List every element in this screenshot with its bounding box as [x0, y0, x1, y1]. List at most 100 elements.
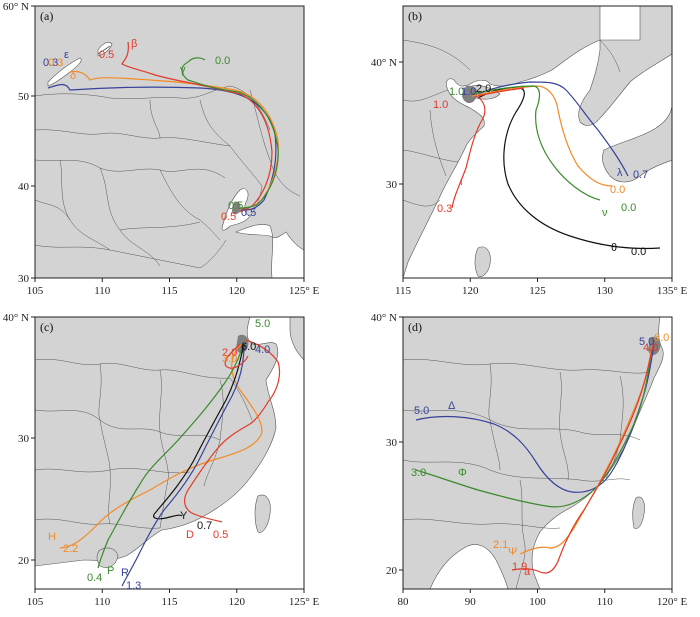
x-tick-label-d: 80: [398, 596, 410, 608]
land-mainland-b: [403, 6, 601, 278]
land-taiwan-c: [254, 494, 271, 533]
trajectory-label-a: ε: [64, 49, 69, 61]
x-tick-label-d: 110: [597, 596, 614, 608]
trajectory-nu: [471, 85, 601, 201]
trajectory-label-a: 0.0: [215, 55, 230, 67]
trajectory-label-c: 6.0: [241, 341, 256, 353]
x-tick-label-a: 120: [229, 285, 246, 297]
y-tick-label-a: 30: [18, 273, 30, 285]
trajectory-epsilon: [47, 83, 277, 211]
x-tick-label-b: 115: [395, 285, 412, 297]
x-tick-label-b: 135° E: [657, 285, 688, 297]
trajectory-label-c: 4.0: [255, 344, 270, 356]
trajectory-label-d: 4.0: [643, 342, 658, 354]
x-tick-label-a: 110: [94, 285, 111, 297]
trajectory-a: [511, 339, 655, 574]
trajectory-label-c: 5.0: [255, 318, 270, 330]
trajectory-label-b: ι: [460, 176, 463, 188]
y-tick-label-b: 40° N: [371, 57, 397, 69]
panel-label-d: (d): [408, 320, 422, 334]
trajectory-label-c: 2.2: [63, 543, 78, 555]
x-tick-label-a: 115: [161, 285, 178, 297]
trajectory-gamma: [181, 57, 279, 209]
region-c: [236, 334, 249, 354]
x-tick-label-c: 120: [229, 596, 246, 608]
y-tick-label-d: 30: [386, 437, 398, 449]
region-b: [462, 85, 478, 104]
axis-tick-labels: 105 110 115 120 125° E 30 40 50 60° N 115 120 125 13…: [3, 1, 688, 608]
trajectory-label-b: 1.0: [433, 99, 448, 111]
y-tick-label-c: 20: [18, 555, 30, 567]
trajectory-label-c: R: [121, 567, 129, 579]
trajectory-label-c: 0.5: [213, 529, 228, 541]
x-tick-label-c: 115: [161, 596, 178, 608]
y-tick-label-c: 40° N: [3, 312, 29, 324]
trajectory-label-b: 0.0: [621, 202, 636, 214]
borders-b: [403, 39, 621, 207]
trajectory-label-d: 3.0: [411, 467, 426, 479]
trajectory-label-c: D: [186, 529, 194, 541]
land-taiwan-d: [632, 496, 645, 529]
sea-c: [35, 317, 304, 589]
trajectory-label-b: 1.0: [461, 86, 476, 98]
trajectory-label-b: 2.0: [476, 83, 491, 95]
trajectory-label-d: 6.0: [654, 332, 669, 344]
trajectory-Phi: [415, 345, 653, 508]
x-tick-label-d: 120° E: [657, 596, 688, 608]
trajectory-red-c-loop: [224, 343, 249, 369]
panel-d: (d): [402, 316, 673, 590]
x-tick-label-b: 130: [597, 285, 614, 297]
y-tick-label-a: 60° N: [3, 1, 29, 13]
panel-c: (c): [34, 316, 305, 590]
sea-yellow-a: [235, 224, 304, 278]
panel-label-a: (a): [40, 9, 53, 23]
trajectory-label-b: ν: [602, 207, 608, 219]
trajectory-label-c: H: [48, 531, 56, 543]
y-tick-label-a: 50: [18, 91, 30, 103]
baikal-a: [47, 57, 82, 87]
trajectory-label-d: Ψ: [508, 546, 517, 558]
trajectory-label-a: 0.3: [48, 57, 63, 69]
trajectory-label-c: 3.0: [222, 353, 237, 365]
land-korea-b: [578, 6, 672, 126]
trajectory-label-c: Υ: [180, 510, 188, 522]
panel-b: (b): [402, 5, 673, 279]
trajectory-label-b: 1.0: [449, 86, 464, 98]
trajectory-label-d: 5.0: [414, 405, 429, 417]
trajectory-H: [59, 343, 263, 549]
panel-label-b: (b): [408, 9, 422, 23]
annotation-labels: 0.3ε0.3δ0.5β0.0γ0.50.5 0.51.01.01.02.00.3…: [43, 38, 669, 592]
trajectory-label-d: 5.0: [639, 336, 654, 348]
trajectory-label-d: Φ: [458, 467, 467, 479]
trajectory-label-c: P: [107, 565, 114, 577]
x-tick-label-c: 110: [94, 596, 111, 608]
trajectory-label-b: 0.7: [633, 169, 648, 181]
trajectory-label-d: 1.9: [512, 561, 527, 573]
land-taiwan-b: [474, 246, 491, 277]
trajectory-label-d: Δ: [448, 400, 456, 412]
trajectory-P: [97, 341, 245, 569]
x-tick-label-a: 105: [27, 285, 44, 297]
y-tick-label-d: 20: [386, 565, 398, 577]
land-hainan-c: [96, 547, 119, 568]
trajectory-label-a: 0.5: [99, 49, 114, 61]
trajectory-label-b: 0.3: [437, 203, 452, 215]
trajectory-label-c: 0.4: [87, 572, 102, 584]
trajectory-lambda: [473, 81, 629, 177]
trajectory-D: [184, 339, 281, 523]
trajectory-iota: [451, 95, 486, 209]
trajectory-label-a: β: [131, 38, 137, 50]
trajectory-upsilon: [153, 343, 245, 520]
trajectory-label-a: δ: [70, 70, 76, 82]
trajectory-label-b: 0.0: [610, 184, 625, 196]
x-tick-label-a: 125° E: [289, 285, 320, 297]
sea-bay-d: [429, 544, 509, 589]
trajectory-label-b: λ: [617, 167, 623, 179]
trajectory-label-a: 0.5: [228, 200, 243, 212]
land-a: [35, 6, 304, 278]
panel-label-c: (c): [40, 320, 53, 334]
trajectory-label-a: 0.5: [241, 207, 256, 219]
panel-a: (a): [34, 5, 305, 279]
